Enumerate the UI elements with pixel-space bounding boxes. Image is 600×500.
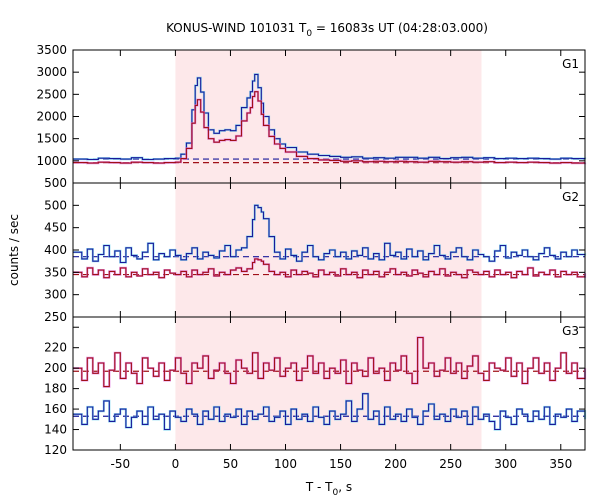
shaded-interval [175, 317, 482, 450]
panel-label: G2 [562, 190, 579, 204]
y-tick-label: 140 [44, 423, 67, 437]
y-tick-label: 450 [44, 221, 67, 235]
y-tick-label: 500 [44, 176, 67, 190]
x-tick-label: 250 [439, 457, 462, 471]
x-axis-label-main: T - T [305, 480, 333, 494]
x-tick-label: 150 [329, 457, 352, 471]
y-tick-label: 1000 [36, 154, 67, 168]
y-tick-label: 180 [44, 382, 67, 396]
y-tick-label: 250 [44, 310, 67, 324]
y-tick-label: 120 [44, 443, 67, 457]
y-tick-label: 200 [44, 361, 67, 375]
x-tick-labels: -50 0 50 100 150 200 250 300 350 [111, 457, 573, 471]
panels-group: 500100015002000250030003500G125030035040… [36, 43, 587, 471]
y-tick-label: 300 [44, 288, 67, 302]
y-tick-label: 3000 [36, 65, 67, 79]
chart-title-main: KONUS-WIND 101031 T [166, 21, 307, 35]
chart-title-rest: = 16083s UT (04:28:03.000) [312, 21, 488, 35]
series-g2-ch1 [73, 204, 586, 264]
chart-title-subscript: 0 [306, 29, 312, 39]
y-tick-label: 350 [44, 265, 67, 279]
panel-label: G1 [562, 57, 579, 71]
panel-label: G3 [562, 324, 579, 338]
x-axis-label-subscript: 0 [333, 488, 339, 498]
x-tick-label: 200 [384, 457, 407, 471]
x-axis-label: T - T0, s [305, 480, 352, 498]
x-tick-label: 300 [494, 457, 517, 471]
y-tick-label: 2000 [36, 110, 67, 124]
panel-g2: 250 300 350 400 450 500 G2 [44, 182, 587, 324]
chart-title: KONUS-WIND 101031 T0 = 16083s UT (04:28:… [166, 21, 488, 39]
shaded-interval [175, 183, 482, 317]
y-tick-label: 500 [44, 198, 67, 212]
x-axis-label-rest: , s [338, 480, 352, 494]
series-g2-ch2 [73, 258, 586, 279]
panel-frame [72, 316, 586, 451]
y-tick-label: 220 [44, 341, 67, 355]
y-tick-label: 3500 [36, 43, 67, 57]
x-tick-label: 0 [172, 457, 180, 471]
series-g1-ch1 [73, 73, 586, 161]
y-tick-label: 2500 [36, 87, 67, 101]
x-tick-label: 50 [223, 457, 238, 471]
panel-g3: 120 140 160 180 200 220 G3 [44, 316, 587, 457]
y-axis-label: counts / sec [7, 214, 21, 286]
series-g3-ch1 [73, 393, 586, 431]
y-tick-label: 1500 [36, 132, 67, 146]
series-g3-ch2 [73, 336, 586, 388]
x-tick-label: 100 [274, 457, 297, 471]
y-tick-label: 160 [44, 402, 67, 416]
series-g1-ch2 [73, 91, 586, 164]
x-tick-label: -50 [111, 457, 131, 471]
panel-g1: 500 1000 1500 2000 2500 3000 3500 G1 [36, 43, 587, 190]
y-tick-label: 400 [44, 243, 67, 257]
x-tick-label: 350 [549, 457, 572, 471]
